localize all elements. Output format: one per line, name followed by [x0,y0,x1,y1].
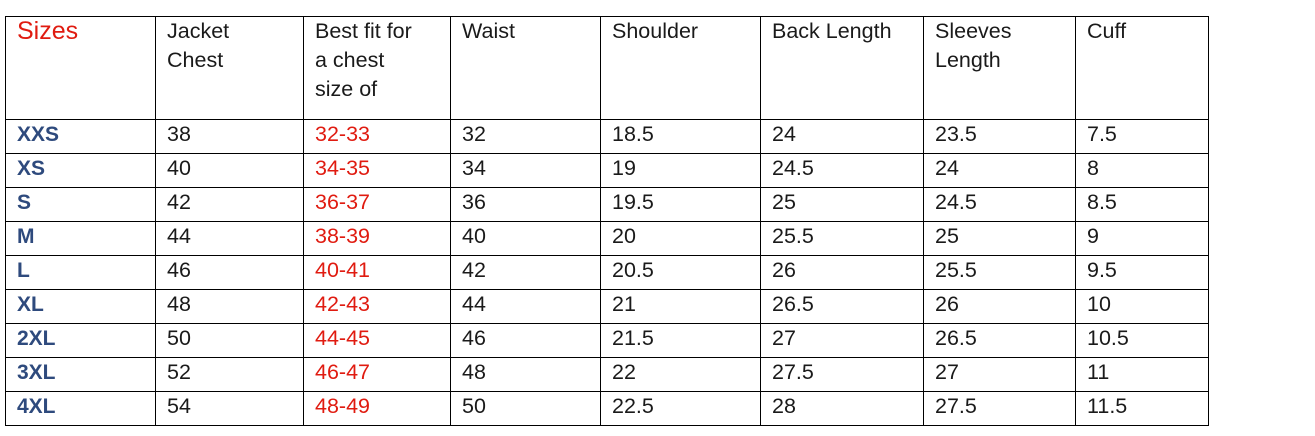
cell-jacket-chest: 48 [155,289,304,324]
table-row: L 46 40-41 42 20.5 26 25.5 9.5 [5,255,1209,290]
column-header-sleeves-length: Sleeves Length [923,16,1076,120]
cell-size: 2XL [5,323,156,358]
cell-size: S [5,187,156,222]
table-header: Sizes Jacket Chest Best fit for a chest … [5,16,1209,120]
cell-best-fit-chest: 46-47 [303,357,451,392]
column-header-cuff: Cuff [1075,16,1209,120]
cell-back-length: 27 [760,323,924,358]
size-chart-container: Sizes Jacket Chest Best fit for a chest … [5,16,1209,426]
cell-jacket-chest: 54 [155,391,304,426]
cell-waist: 40 [450,221,601,256]
cell-size: XL [5,289,156,324]
cell-sleeves-length: 27 [923,357,1076,392]
cell-best-fit-chest: 34-35 [303,153,451,188]
cell-size: XXS [5,119,156,154]
cell-sleeves-length: 24.5 [923,187,1076,222]
table-row: 3XL 52 46-47 48 22 27.5 27 11 [5,357,1209,392]
cell-best-fit-chest: 48-49 [303,391,451,426]
cell-shoulder: 21 [600,289,761,324]
cell-cuff: 9.5 [1075,255,1209,290]
column-header-shoulder: Shoulder [600,16,761,120]
column-header-back-length: Back Length [760,16,924,120]
cell-waist: 36 [450,187,601,222]
cell-sleeves-length: 25.5 [923,255,1076,290]
cell-shoulder: 20.5 [600,255,761,290]
cell-shoulder: 19 [600,153,761,188]
cell-size: 4XL [5,391,156,426]
cell-jacket-chest: 44 [155,221,304,256]
cell-back-length: 28 [760,391,924,426]
cell-cuff: 8.5 [1075,187,1209,222]
cell-shoulder: 19.5 [600,187,761,222]
cell-back-length: 24 [760,119,924,154]
cell-back-length: 27.5 [760,357,924,392]
cell-shoulder: 18.5 [600,119,761,154]
cell-back-length: 25.5 [760,221,924,256]
column-header-sizes: Sizes [5,16,156,120]
cell-sleeves-length: 23.5 [923,119,1076,154]
table-row: XXS 38 32-33 32 18.5 24 23.5 7.5 [5,119,1209,154]
cell-jacket-chest: 46 [155,255,304,290]
header-row: Sizes Jacket Chest Best fit for a chest … [5,16,1209,120]
cell-best-fit-chest: 38-39 [303,221,451,256]
cell-shoulder: 20 [600,221,761,256]
cell-best-fit-chest: 40-41 [303,255,451,290]
cell-jacket-chest: 42 [155,187,304,222]
cell-cuff: 7.5 [1075,119,1209,154]
cell-jacket-chest: 50 [155,323,304,358]
table-row: M 44 38-39 40 20 25.5 25 9 [5,221,1209,256]
cell-shoulder: 22.5 [600,391,761,426]
cell-cuff: 10 [1075,289,1209,324]
cell-waist: 44 [450,289,601,324]
table-row: S 42 36-37 36 19.5 25 24.5 8.5 [5,187,1209,222]
cell-waist: 42 [450,255,601,290]
cell-size: XS [5,153,156,188]
table-row: XS 40 34-35 34 19 24.5 24 8 [5,153,1209,188]
cell-back-length: 26 [760,255,924,290]
cell-waist: 50 [450,391,601,426]
cell-best-fit-chest: 42-43 [303,289,451,324]
table-row: 4XL 54 48-49 50 22.5 28 27.5 11.5 [5,391,1209,426]
cell-waist: 34 [450,153,601,188]
cell-cuff: 10.5 [1075,323,1209,358]
column-header-jacket-chest: Jacket Chest [155,16,304,120]
column-header-waist: Waist [450,16,601,120]
column-header-best-fit-chest: Best fit for a chest size of [303,16,451,120]
size-chart-table: Sizes Jacket Chest Best fit for a chest … [5,16,1209,426]
cell-best-fit-chest: 36-37 [303,187,451,222]
cell-jacket-chest: 40 [155,153,304,188]
cell-size: M [5,221,156,256]
cell-sleeves-length: 26.5 [923,323,1076,358]
cell-waist: 48 [450,357,601,392]
cell-waist: 32 [450,119,601,154]
table-body: XXS 38 32-33 32 18.5 24 23.5 7.5 XS 40 34-35 34 19 24… [5,119,1209,426]
cell-cuff: 11 [1075,357,1209,392]
cell-size: L [5,255,156,290]
cell-cuff: 8 [1075,153,1209,188]
cell-back-length: 24.5 [760,153,924,188]
cell-sleeves-length: 26 [923,289,1076,324]
cell-sleeves-length: 27.5 [923,391,1076,426]
cell-back-length: 26.5 [760,289,924,324]
table-row: 2XL 50 44-45 46 21.5 27 26.5 10.5 [5,323,1209,358]
cell-size: 3XL [5,357,156,392]
cell-cuff: 9 [1075,221,1209,256]
cell-jacket-chest: 52 [155,357,304,392]
cell-sleeves-length: 24 [923,153,1076,188]
cell-jacket-chest: 38 [155,119,304,154]
cell-back-length: 25 [760,187,924,222]
cell-sleeves-length: 25 [923,221,1076,256]
cell-best-fit-chest: 44-45 [303,323,451,358]
table-row: XL 48 42-43 44 21 26.5 26 10 [5,289,1209,324]
cell-waist: 46 [450,323,601,358]
cell-shoulder: 21.5 [600,323,761,358]
cell-best-fit-chest: 32-33 [303,119,451,154]
cell-shoulder: 22 [600,357,761,392]
cell-cuff: 11.5 [1075,391,1209,426]
